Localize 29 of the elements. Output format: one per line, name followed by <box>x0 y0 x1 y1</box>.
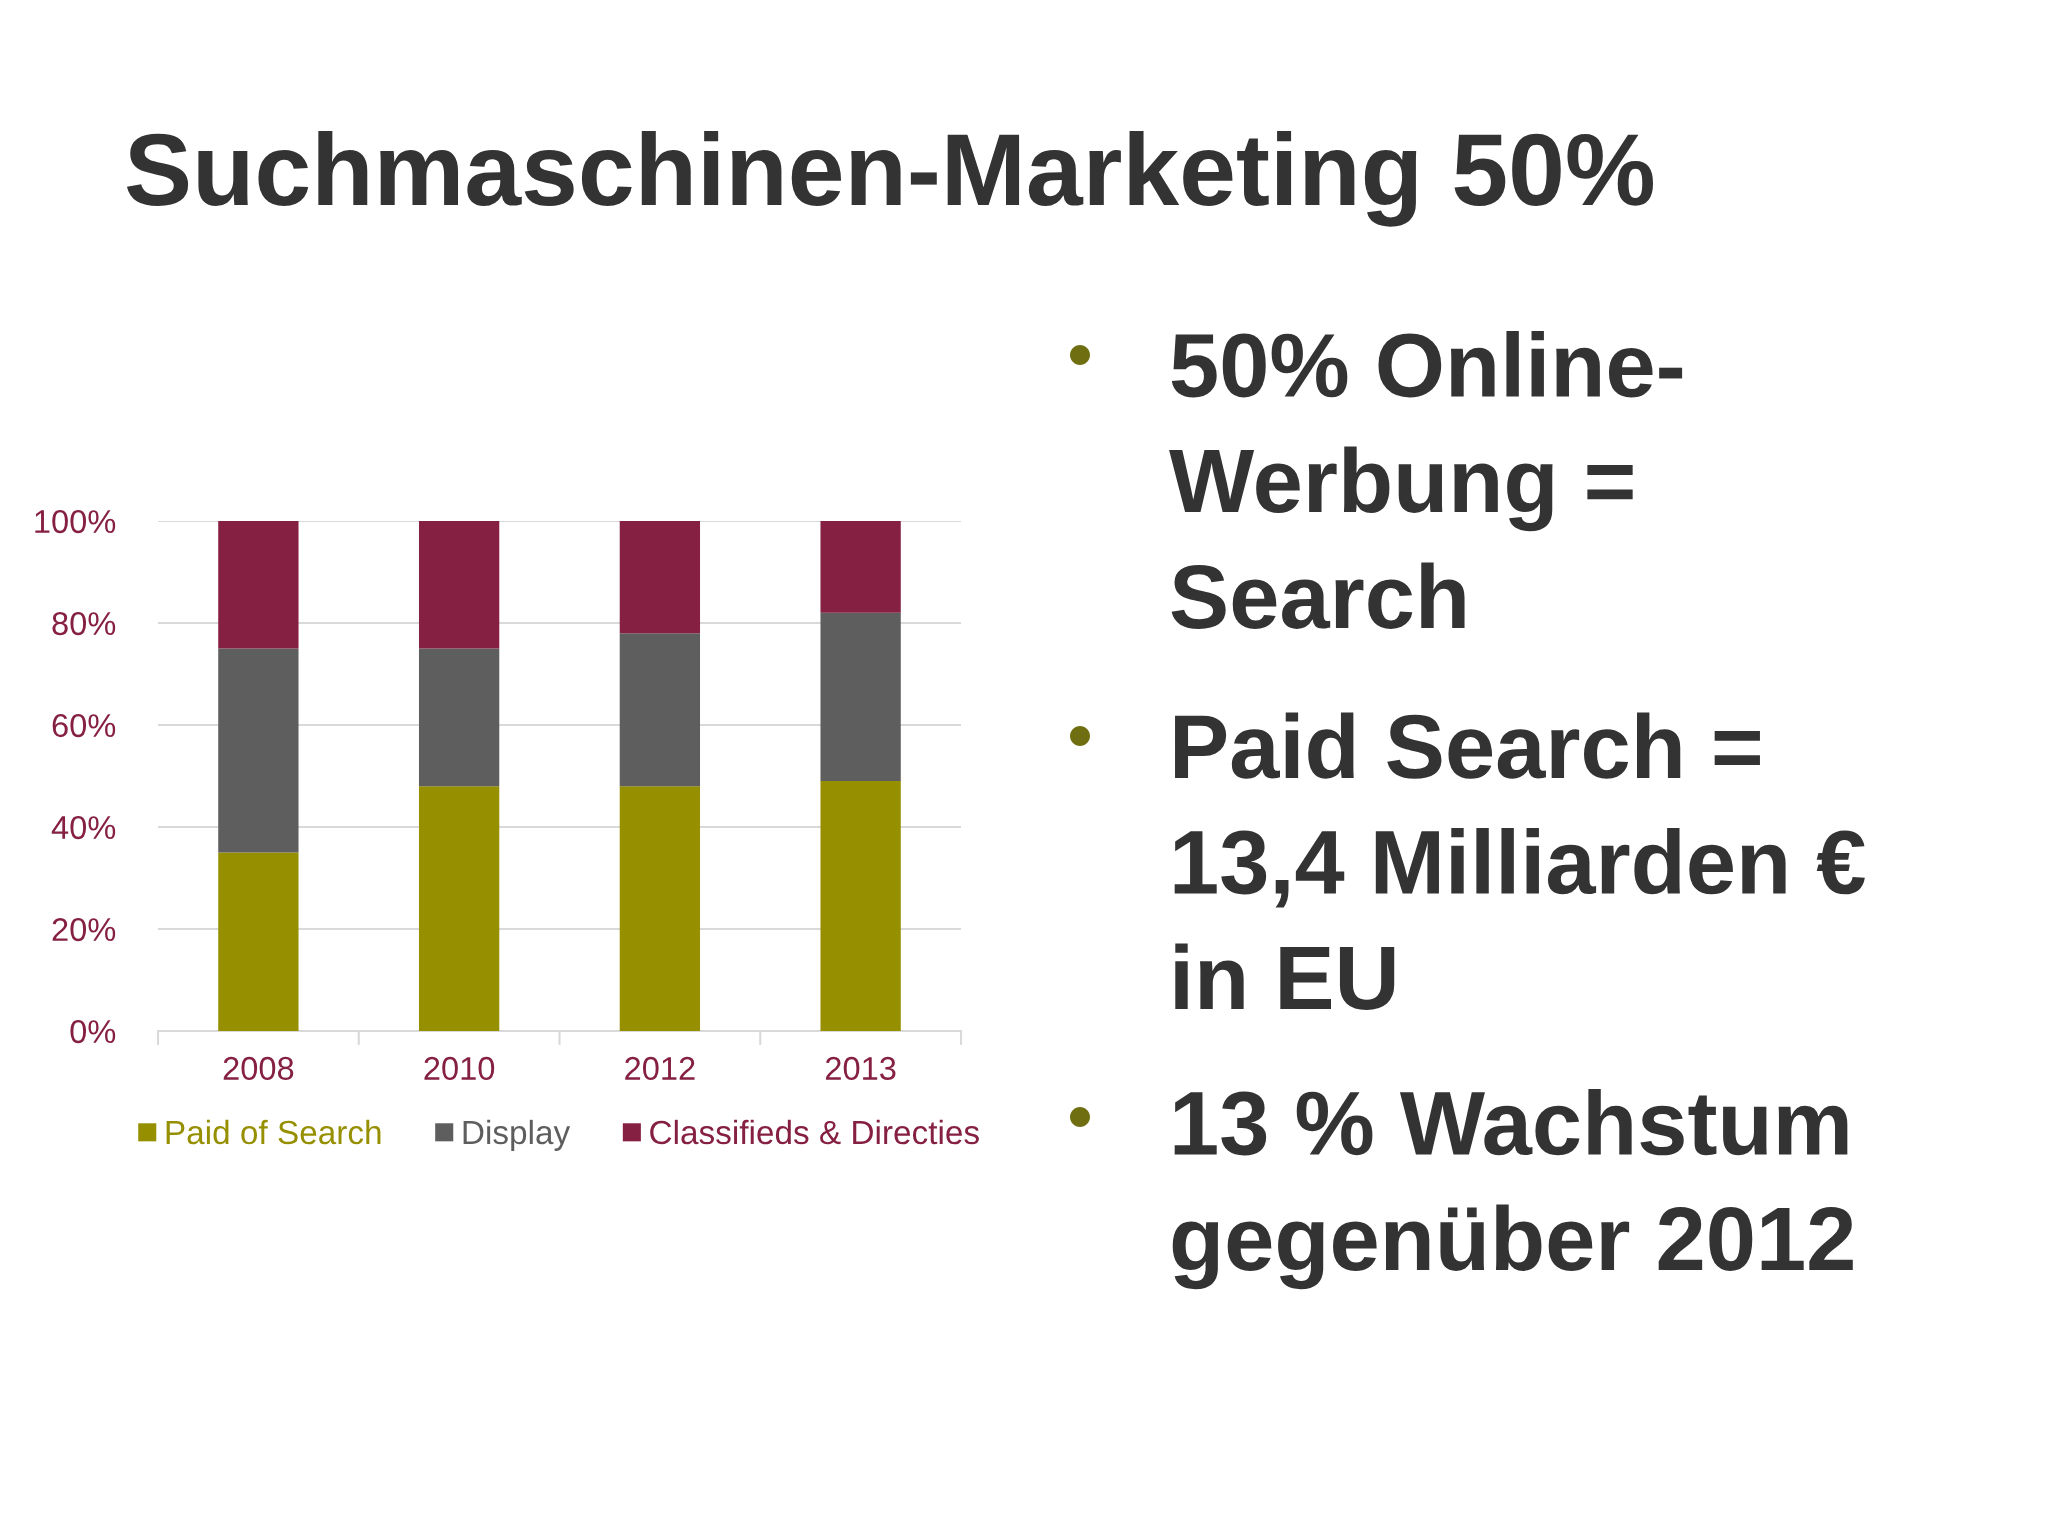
bar <box>619 633 701 787</box>
bar <box>418 521 500 649</box>
bar <box>820 612 901 782</box>
bar <box>820 521 901 613</box>
chart-title: Suchmaschinen-Marketing 50% <box>126 131 1654 227</box>
legend-label: Display <box>463 1119 571 1151</box>
bar <box>218 648 299 853</box>
bar <box>619 521 701 634</box>
y-tick-label: 20% <box>52 918 116 942</box>
y-tick-label: 60% <box>52 714 116 738</box>
bar <box>218 521 299 649</box>
bar <box>820 781 901 1031</box>
y-tick-label: 80% <box>52 612 116 636</box>
x-tick-label: 2013 <box>825 1056 896 1080</box>
x-tick-label: 2008 <box>223 1056 294 1080</box>
bar <box>418 648 500 787</box>
y-tick-label: 40% <box>51 816 116 840</box>
text: 13 % Wachstum gegenüber 2012 <box>1172 1089 1853 1290</box>
bar <box>619 786 701 1031</box>
text: Paid Search = 13,4 Milliarden € in EU <box>1174 712 1865 1010</box>
y-tick-label: 100% <box>35 510 116 534</box>
legend-label: Paid of Search <box>166 1119 381 1145</box>
y-tick-label: 0% <box>70 1020 116 1044</box>
x-tick-label: 2012 <box>625 1056 695 1080</box>
bar <box>418 786 500 1031</box>
bar <box>218 852 299 1031</box>
legend-label: Classifieds & Directies <box>650 1119 979 1145</box>
x-tick-label: 2010 <box>424 1056 495 1080</box>
text: 50% Online- Werbung = Search <box>1169 331 1683 629</box>
